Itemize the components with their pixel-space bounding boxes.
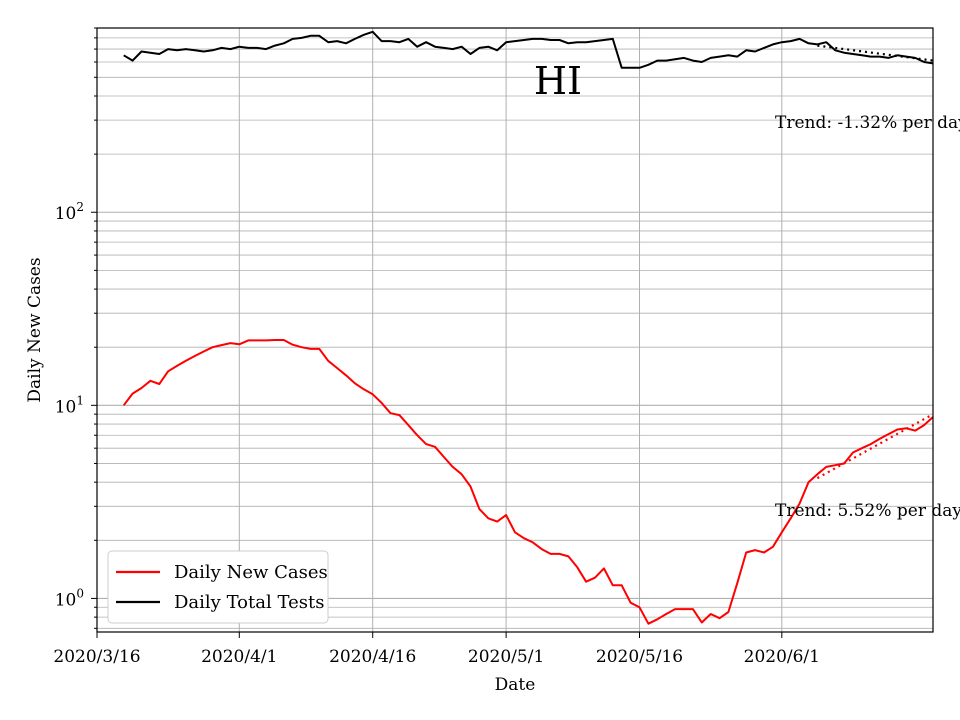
legend-box [107,550,329,624]
x-tick-label: 2020/5/1 [468,647,544,667]
x-tick-label: 2020/3/16 [53,647,140,667]
daily-total-tests-line [123,30,934,69]
plot-frame [96,27,934,633]
trend-annotation-cases: Trend: 5.52% per day [775,501,960,521]
y-tick-label: 100 [55,586,84,610]
x-tick-label: 2020/6/1 [744,647,820,667]
y-axis-label: Daily New Cases [25,257,45,402]
daily-new-cases-line [122,339,934,625]
x-tick-label: 2020/4/1 [201,647,277,667]
ticks: 100 101 102 2020/3/16 2020/4/1 2020/4/16 2020/… [53,27,820,667]
y-tick-label: 101 [55,393,84,417]
x-axis-label: Date [495,675,536,695]
x-tick-label: 2020/4/16 [329,647,416,667]
legend: Daily New Cases Daily Total Tests [107,550,329,624]
series-layer [122,30,934,625]
y-tick-label: 102 [55,200,84,224]
trend-annotation-tests: Trend: -1.32% per day [775,113,960,133]
chart-title: HI [534,59,582,103]
x-tick-label: 2020/5/16 [596,647,683,667]
legend-label-cases: Daily New Cases [174,562,328,583]
legend-label-tests: Daily Total Tests [174,592,324,613]
daily-total-tests-trend-line [817,44,934,62]
daily-new-cases-trend-line [816,413,934,480]
